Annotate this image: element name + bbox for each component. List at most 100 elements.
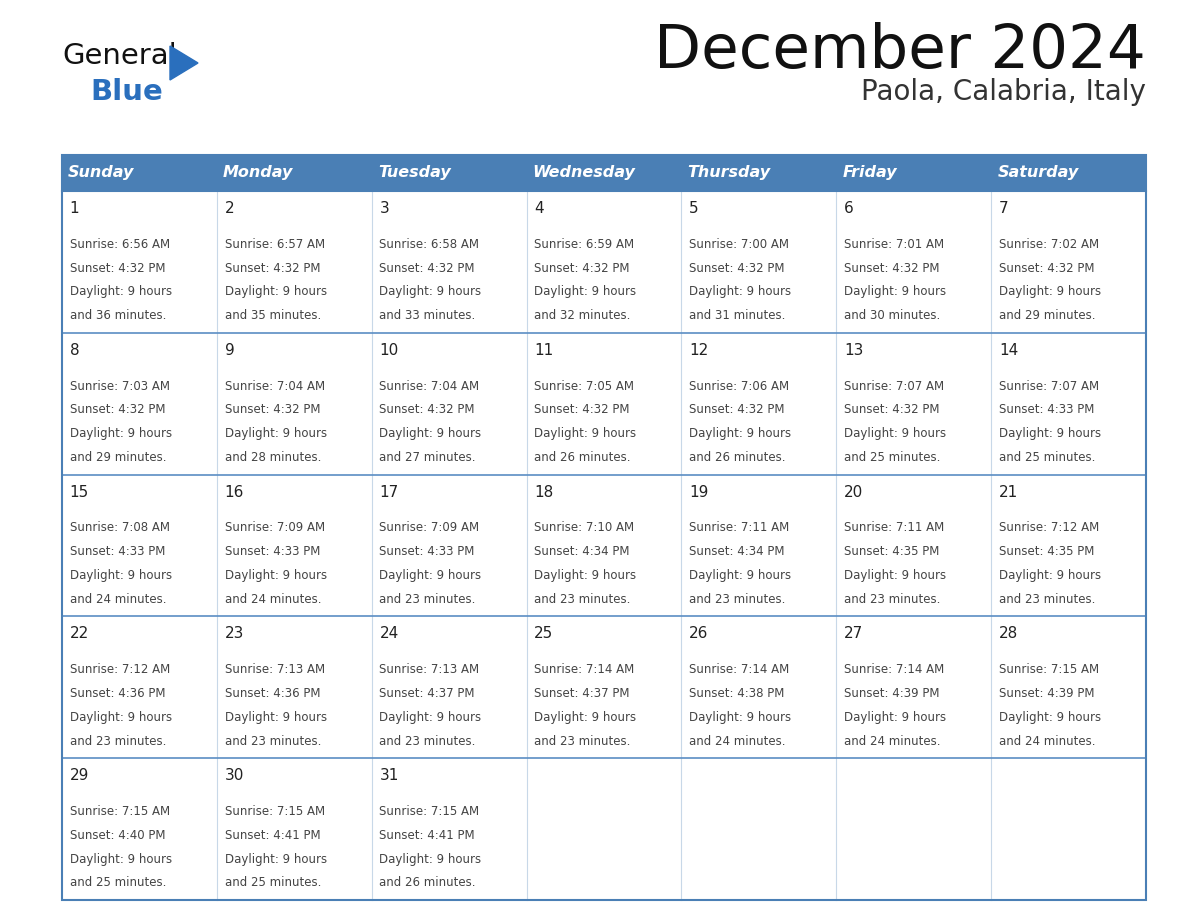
Text: Sunset: 4:34 PM: Sunset: 4:34 PM [535, 545, 630, 558]
Text: Daylight: 9 hours: Daylight: 9 hours [225, 853, 327, 866]
Text: Sunrise: 7:15 AM: Sunrise: 7:15 AM [379, 805, 480, 818]
Text: and 23 minutes.: and 23 minutes. [689, 593, 785, 606]
Text: Sunrise: 7:05 AM: Sunrise: 7:05 AM [535, 380, 634, 393]
Text: Sunset: 4:35 PM: Sunset: 4:35 PM [843, 545, 940, 558]
Text: Sunrise: 7:01 AM: Sunrise: 7:01 AM [843, 238, 944, 251]
Text: Daylight: 9 hours: Daylight: 9 hours [843, 285, 946, 298]
Text: Sunrise: 7:15 AM: Sunrise: 7:15 AM [999, 663, 1099, 677]
Text: Wednesday: Wednesday [532, 165, 636, 181]
Text: Daylight: 9 hours: Daylight: 9 hours [70, 853, 172, 866]
Text: Sunrise: 6:56 AM: Sunrise: 6:56 AM [70, 238, 170, 251]
Text: 12: 12 [689, 342, 708, 358]
Text: Daylight: 9 hours: Daylight: 9 hours [999, 711, 1101, 723]
Text: Daylight: 9 hours: Daylight: 9 hours [379, 711, 481, 723]
Text: and 29 minutes.: and 29 minutes. [70, 451, 166, 465]
Text: Sunrise: 7:02 AM: Sunrise: 7:02 AM [999, 238, 1099, 251]
Text: Sunrise: 7:04 AM: Sunrise: 7:04 AM [225, 380, 324, 393]
Text: Daylight: 9 hours: Daylight: 9 hours [843, 569, 946, 582]
Text: 21: 21 [999, 485, 1018, 499]
Text: and 23 minutes.: and 23 minutes. [379, 734, 476, 747]
Text: Sunrise: 7:11 AM: Sunrise: 7:11 AM [843, 521, 944, 534]
Text: Sunrise: 7:03 AM: Sunrise: 7:03 AM [70, 380, 170, 393]
Text: Sunrise: 7:12 AM: Sunrise: 7:12 AM [999, 521, 1099, 534]
Text: December 2024: December 2024 [655, 22, 1146, 81]
Text: 10: 10 [379, 342, 399, 358]
Text: and 24 minutes.: and 24 minutes. [843, 734, 941, 747]
Text: Sunset: 4:32 PM: Sunset: 4:32 PM [999, 262, 1094, 274]
Text: Sunset: 4:32 PM: Sunset: 4:32 PM [843, 262, 940, 274]
Text: Sunrise: 7:00 AM: Sunrise: 7:00 AM [689, 238, 789, 251]
Text: and 23 minutes.: and 23 minutes. [535, 734, 631, 747]
Text: Daylight: 9 hours: Daylight: 9 hours [689, 569, 791, 582]
Text: Sunset: 4:32 PM: Sunset: 4:32 PM [689, 403, 784, 417]
Text: and 25 minutes.: and 25 minutes. [225, 877, 321, 890]
Text: Sunset: 4:39 PM: Sunset: 4:39 PM [999, 687, 1094, 700]
Text: Friday: Friday [842, 165, 897, 181]
Text: and 24 minutes.: and 24 minutes. [689, 734, 785, 747]
Text: Sunset: 4:33 PM: Sunset: 4:33 PM [379, 545, 475, 558]
Text: Daylight: 9 hours: Daylight: 9 hours [379, 569, 481, 582]
Text: Daylight: 9 hours: Daylight: 9 hours [843, 711, 946, 723]
Text: 25: 25 [535, 626, 554, 642]
Text: Daylight: 9 hours: Daylight: 9 hours [999, 569, 1101, 582]
Text: and 26 minutes.: and 26 minutes. [689, 451, 785, 465]
Text: Sunset: 4:32 PM: Sunset: 4:32 PM [70, 403, 165, 417]
Text: 16: 16 [225, 485, 244, 499]
Text: Daylight: 9 hours: Daylight: 9 hours [535, 427, 637, 441]
Text: Sunrise: 7:06 AM: Sunrise: 7:06 AM [689, 380, 789, 393]
Text: Daylight: 9 hours: Daylight: 9 hours [689, 711, 791, 723]
Text: Sunset: 4:37 PM: Sunset: 4:37 PM [379, 687, 475, 700]
Text: 27: 27 [843, 626, 864, 642]
Text: Sunset: 4:41 PM: Sunset: 4:41 PM [225, 829, 321, 842]
Text: Sunrise: 7:11 AM: Sunrise: 7:11 AM [689, 521, 789, 534]
Text: 26: 26 [689, 626, 708, 642]
Text: Sunrise: 7:04 AM: Sunrise: 7:04 AM [379, 380, 480, 393]
Text: 29: 29 [70, 768, 89, 783]
Text: and 26 minutes.: and 26 minutes. [535, 451, 631, 465]
Text: and 29 minutes.: and 29 minutes. [999, 309, 1095, 322]
Text: Sunset: 4:32 PM: Sunset: 4:32 PM [535, 262, 630, 274]
Text: Daylight: 9 hours: Daylight: 9 hours [689, 427, 791, 441]
Text: Blue: Blue [90, 78, 163, 106]
Text: 30: 30 [225, 768, 244, 783]
Text: Saturday: Saturday [998, 165, 1079, 181]
Text: Sunset: 4:32 PM: Sunset: 4:32 PM [689, 262, 784, 274]
Text: Sunrise: 7:15 AM: Sunrise: 7:15 AM [70, 805, 170, 818]
Text: and 24 minutes.: and 24 minutes. [999, 734, 1095, 747]
Text: 31: 31 [379, 768, 399, 783]
Text: Daylight: 9 hours: Daylight: 9 hours [225, 569, 327, 582]
Text: Sunset: 4:32 PM: Sunset: 4:32 PM [379, 262, 475, 274]
Text: Sunrise: 7:14 AM: Sunrise: 7:14 AM [843, 663, 944, 677]
Text: Sunset: 4:39 PM: Sunset: 4:39 PM [843, 687, 940, 700]
Text: 6: 6 [843, 201, 854, 216]
Text: Sunrise: 7:14 AM: Sunrise: 7:14 AM [689, 663, 789, 677]
Bar [62, 155, 1146, 900]
Text: Daylight: 9 hours: Daylight: 9 hours [379, 853, 481, 866]
Text: 23: 23 [225, 626, 244, 642]
Text: Sunrise: 7:12 AM: Sunrise: 7:12 AM [70, 663, 170, 677]
Text: Sunrise: 7:13 AM: Sunrise: 7:13 AM [225, 663, 324, 677]
Text: and 25 minutes.: and 25 minutes. [999, 451, 1095, 465]
Text: Daylight: 9 hours: Daylight: 9 hours [535, 569, 637, 582]
Text: Sunset: 4:35 PM: Sunset: 4:35 PM [999, 545, 1094, 558]
Text: Sunrise: 7:14 AM: Sunrise: 7:14 AM [535, 663, 634, 677]
Text: Thursday: Thursday [688, 165, 771, 181]
Text: Daylight: 9 hours: Daylight: 9 hours [225, 285, 327, 298]
Text: 18: 18 [535, 485, 554, 499]
Text: Daylight: 9 hours: Daylight: 9 hours [999, 285, 1101, 298]
Text: and 25 minutes.: and 25 minutes. [70, 877, 166, 890]
Text: Sunset: 4:33 PM: Sunset: 4:33 PM [70, 545, 165, 558]
Text: Sunset: 4:36 PM: Sunset: 4:36 PM [70, 687, 165, 700]
Text: 15: 15 [70, 485, 89, 499]
Text: 28: 28 [999, 626, 1018, 642]
Text: Daylight: 9 hours: Daylight: 9 hours [535, 285, 637, 298]
Text: and 25 minutes.: and 25 minutes. [843, 451, 941, 465]
Text: General: General [62, 42, 177, 70]
Text: and 23 minutes.: and 23 minutes. [999, 593, 1095, 606]
Text: and 26 minutes.: and 26 minutes. [379, 877, 476, 890]
Text: Sunset: 4:33 PM: Sunset: 4:33 PM [999, 403, 1094, 417]
Text: 22: 22 [70, 626, 89, 642]
Text: 11: 11 [535, 342, 554, 358]
Text: 8: 8 [70, 342, 80, 358]
Text: Sunrise: 6:59 AM: Sunrise: 6:59 AM [535, 238, 634, 251]
